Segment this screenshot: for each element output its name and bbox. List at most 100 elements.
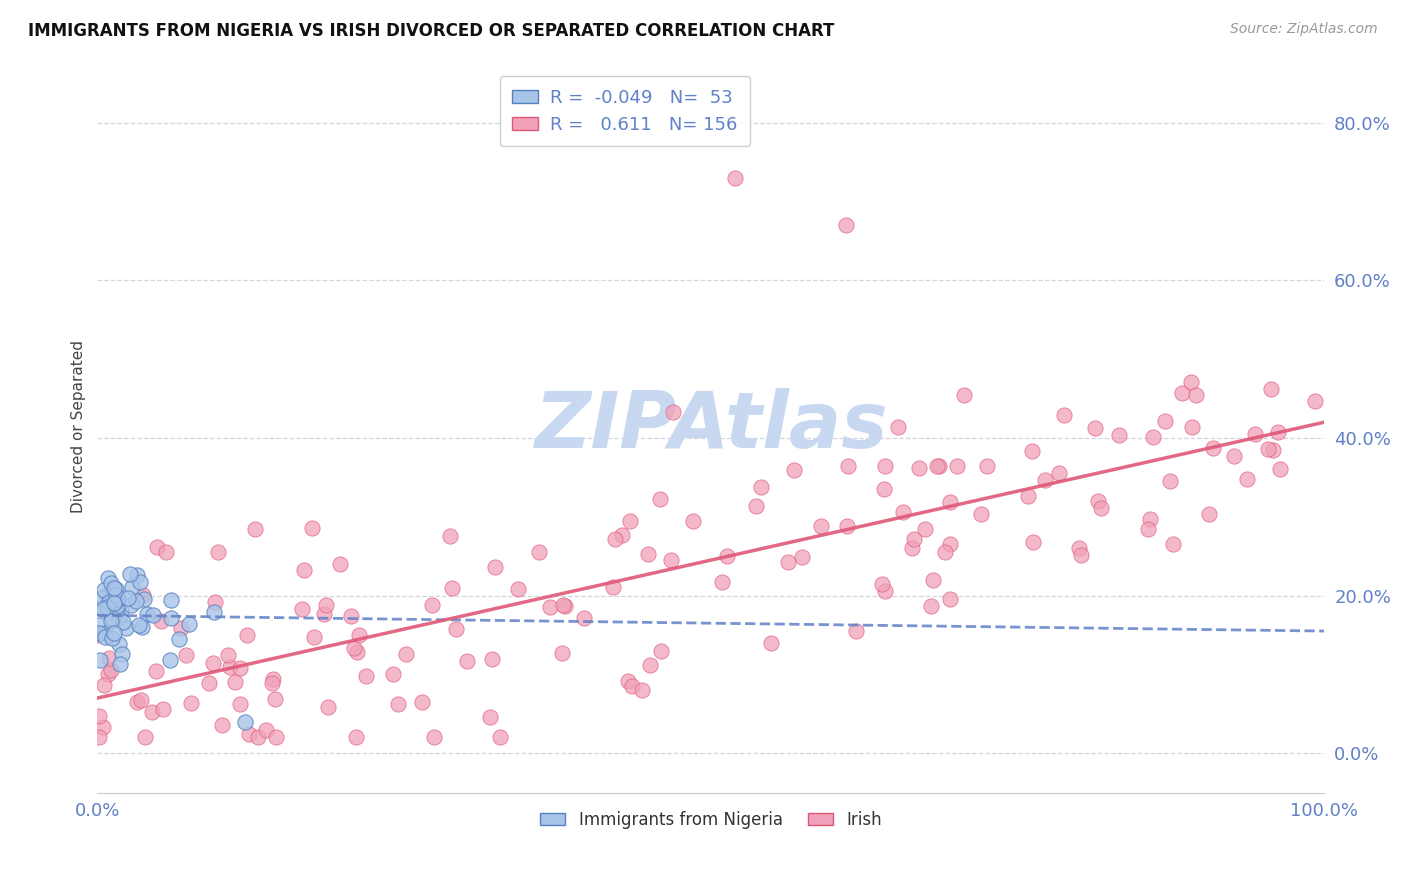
Point [456, 654, 478, 668]
Point [132, 588, 155, 602]
Point [127, 695, 149, 709]
Point [117, 591, 139, 605]
Point [105, 599, 128, 613]
Point [873, 459, 896, 474]
Point [100, 663, 122, 677]
Point [444, 622, 467, 636]
Point [229, 661, 252, 675]
Point [93, 582, 115, 597]
Point [160, 611, 183, 625]
Point [637, 547, 659, 561]
Point [152, 701, 174, 715]
Point [104, 605, 127, 619]
Point [439, 529, 461, 543]
Point [264, 692, 287, 706]
Point [356, 669, 378, 683]
Point [1261, 443, 1284, 458]
Text: Source: ZipAtlas.com: Source: ZipAtlas.com [1230, 22, 1378, 37]
Point [887, 420, 910, 434]
Point [939, 537, 962, 551]
Point [527, 545, 550, 559]
Point [96, 599, 118, 614]
Point [759, 636, 782, 650]
Point [790, 550, 813, 565]
Point [782, 463, 804, 477]
Point [1070, 548, 1092, 562]
Point [136, 607, 159, 622]
Point [659, 553, 682, 567]
Point [1090, 501, 1112, 516]
Point [97, 595, 120, 609]
Point [1236, 472, 1258, 486]
Point [1047, 467, 1070, 481]
Point [939, 495, 962, 509]
Point [93, 602, 115, 616]
Point [198, 676, 221, 690]
Point [1222, 449, 1244, 463]
Point [159, 653, 181, 667]
Point [508, 582, 530, 596]
Point [382, 666, 405, 681]
Point [120, 598, 142, 612]
Point [145, 664, 167, 678]
Y-axis label: Divorced or Separated: Divorced or Separated [72, 340, 86, 513]
Point [104, 599, 127, 614]
Point [1163, 537, 1185, 551]
Point [845, 624, 868, 638]
Point [662, 405, 685, 419]
Point [554, 599, 576, 614]
Point [204, 595, 226, 609]
Point [87, 626, 110, 640]
Point [387, 697, 409, 711]
Point [344, 731, 367, 745]
Point [925, 458, 948, 473]
Point [946, 458, 969, 473]
Point [101, 612, 124, 626]
Point [202, 656, 225, 670]
Point [262, 672, 284, 686]
Point [87, 731, 110, 745]
Point [1267, 425, 1289, 439]
Point [128, 618, 150, 632]
Point [724, 170, 747, 185]
Point [155, 545, 177, 559]
Point [343, 640, 366, 655]
Point [94, 630, 117, 644]
Point [572, 611, 595, 625]
Point [928, 458, 950, 473]
Point [266, 731, 288, 745]
Point [810, 519, 832, 533]
Point [104, 582, 127, 596]
Point [1017, 489, 1039, 503]
Point [179, 616, 201, 631]
Point [1198, 507, 1220, 521]
Point [107, 637, 129, 651]
Point [1268, 462, 1291, 476]
Point [347, 627, 370, 641]
Point [605, 532, 627, 546]
Point [301, 521, 323, 535]
Point [835, 218, 858, 232]
Point [1180, 376, 1202, 390]
Point [934, 545, 956, 559]
Point [174, 648, 197, 662]
Point [103, 625, 125, 640]
Point [650, 643, 672, 657]
Point [1257, 442, 1279, 456]
Point [610, 528, 633, 542]
Point [939, 592, 962, 607]
Point [921, 574, 943, 588]
Point [1033, 473, 1056, 487]
Point [1305, 393, 1327, 408]
Point [1181, 420, 1204, 434]
Point [254, 723, 277, 738]
Point [90, 591, 112, 605]
Point [1053, 408, 1076, 422]
Point [441, 581, 464, 595]
Point [1185, 388, 1208, 402]
Point [97, 571, 120, 585]
Point [908, 461, 931, 475]
Point [100, 575, 122, 590]
Point [247, 731, 270, 745]
Point [111, 647, 134, 661]
